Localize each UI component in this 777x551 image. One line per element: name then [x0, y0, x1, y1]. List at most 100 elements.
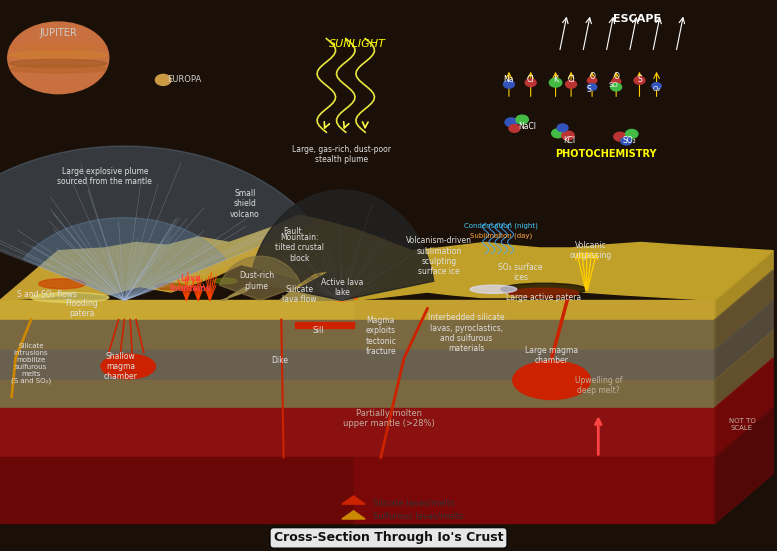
Text: Large, gas-rich, dust-poor
stealth plume: Large, gas-rich, dust-poor stealth plume [292, 144, 392, 164]
Polygon shape [354, 380, 715, 408]
Circle shape [587, 77, 597, 84]
Polygon shape [715, 251, 773, 300]
Polygon shape [715, 408, 773, 523]
Text: Sublimation (day): Sublimation (day) [470, 233, 532, 239]
Circle shape [525, 79, 536, 87]
Polygon shape [23, 218, 225, 300]
Ellipse shape [509, 288, 579, 298]
Polygon shape [0, 457, 354, 523]
Ellipse shape [101, 354, 155, 379]
Text: Sulfurous lavas/melts: Sulfurous lavas/melts [373, 512, 463, 521]
Circle shape [562, 131, 574, 140]
Circle shape [509, 125, 520, 132]
Text: Cl: Cl [567, 75, 575, 84]
Circle shape [587, 84, 597, 90]
Circle shape [614, 132, 626, 141]
Text: Magma
exploits
tectonic
fracture: Magma exploits tectonic fracture [365, 316, 396, 356]
Text: Dike: Dike [271, 356, 288, 365]
Polygon shape [0, 408, 354, 457]
Ellipse shape [9, 43, 107, 51]
Ellipse shape [513, 361, 591, 399]
Polygon shape [0, 320, 354, 350]
Polygon shape [221, 288, 249, 300]
Text: Large magma
chamber: Large magma chamber [525, 345, 578, 365]
Polygon shape [354, 408, 715, 457]
Polygon shape [342, 511, 365, 519]
Ellipse shape [9, 51, 107, 60]
Ellipse shape [470, 285, 517, 294]
Text: ESCAPE: ESCAPE [613, 14, 661, 24]
Text: Small
shield
volcano: Small shield volcano [230, 189, 260, 219]
Text: KCl: KCl [563, 136, 576, 145]
Text: SO₂: SO₂ [622, 136, 636, 145]
Polygon shape [715, 300, 773, 380]
Polygon shape [0, 350, 354, 380]
Ellipse shape [39, 279, 85, 289]
Circle shape [549, 78, 562, 87]
Circle shape [566, 80, 577, 88]
Polygon shape [291, 272, 326, 291]
Circle shape [634, 77, 645, 84]
Text: Large active patera: Large active patera [507, 293, 581, 302]
Text: Active lava
lake: Active lava lake [321, 278, 363, 298]
Polygon shape [280, 272, 354, 300]
Text: NOT TO
SCALE: NOT TO SCALE [729, 418, 755, 431]
Polygon shape [354, 457, 715, 523]
Text: Volcanic
outgassing: Volcanic outgassing [570, 241, 611, 261]
Polygon shape [354, 242, 773, 300]
Text: Condensation (night): Condensation (night) [464, 223, 538, 229]
Text: Lava
fountains: Lava fountains [169, 274, 211, 294]
Text: SO₂ surface
ices: SO₂ surface ices [498, 263, 543, 283]
Text: Silicate lavas/melts: Silicate lavas/melts [373, 498, 455, 507]
Text: S and SO₂ flows: S and SO₂ flows [16, 290, 77, 299]
Text: EUROPA: EUROPA [167, 75, 201, 84]
Text: Silicate
intrusions
mobilize
sulfurous
melts
(S and SO₂): Silicate intrusions mobilize sulfurous m… [11, 343, 51, 385]
Circle shape [503, 80, 514, 88]
Polygon shape [0, 380, 354, 408]
Polygon shape [715, 251, 773, 320]
Ellipse shape [326, 294, 357, 301]
Polygon shape [715, 331, 773, 408]
Circle shape [516, 115, 528, 124]
Text: Mountain:
tilted crustal
block: Mountain: tilted crustal block [274, 233, 324, 263]
Polygon shape [354, 300, 715, 320]
Text: Interbedded silicate
lavas, pyroclastics,
and sulfurous
materials: Interbedded silicate lavas, pyroclastics… [428, 314, 504, 353]
Ellipse shape [9, 60, 107, 68]
Circle shape [8, 22, 109, 94]
Text: NaCl: NaCl [517, 122, 536, 131]
Text: Partially molten
upper mantle (>28%): Partially molten upper mantle (>28%) [343, 409, 434, 429]
Text: Dust-rich
plume: Dust-rich plume [239, 271, 274, 291]
Text: K: K [553, 75, 558, 84]
Circle shape [505, 118, 517, 127]
Text: O: O [589, 72, 595, 80]
Text: PHOTOCHEMISTRY: PHOTOCHEMISTRY [556, 149, 657, 159]
Polygon shape [715, 358, 773, 457]
Polygon shape [342, 496, 365, 504]
Polygon shape [715, 270, 773, 350]
Ellipse shape [9, 65, 107, 73]
Polygon shape [354, 320, 715, 350]
Polygon shape [0, 146, 312, 300]
Polygon shape [0, 300, 354, 320]
Ellipse shape [214, 278, 237, 284]
Circle shape [552, 129, 564, 138]
Text: S: S [587, 85, 591, 94]
Polygon shape [250, 190, 434, 300]
Text: Upwelling of
deep melt?: Upwelling of deep melt? [574, 376, 622, 396]
Text: Na: Na [503, 75, 514, 84]
Text: Fault: Fault [284, 227, 302, 236]
Polygon shape [219, 256, 301, 300]
Text: SO: SO [609, 83, 618, 88]
Circle shape [625, 129, 638, 138]
Text: Silicate
lava flow: Silicate lava flow [282, 285, 316, 305]
Text: O: O [613, 72, 619, 80]
Circle shape [557, 124, 568, 132]
Text: Cl: Cl [527, 75, 535, 84]
Circle shape [652, 83, 661, 89]
Text: S: S [637, 75, 642, 84]
Circle shape [155, 74, 171, 85]
Circle shape [621, 137, 632, 145]
Text: JUPITER: JUPITER [40, 28, 77, 38]
Polygon shape [295, 322, 354, 328]
Text: O₂: O₂ [653, 87, 660, 92]
